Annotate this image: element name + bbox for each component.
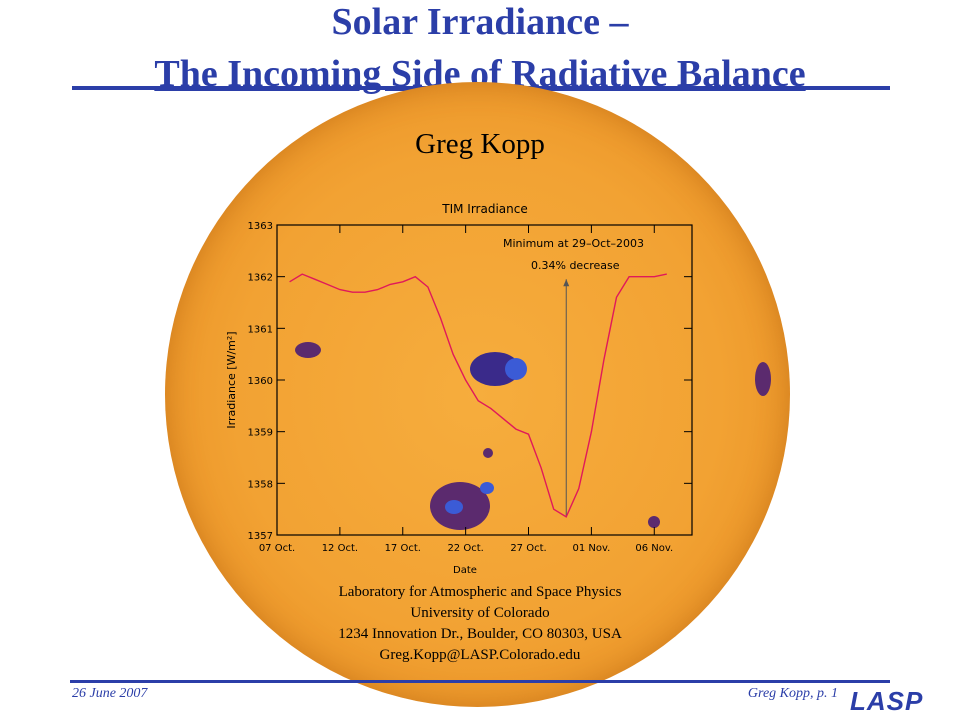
annotation-decrease: 0.34% decrease [531,259,620,272]
chart-title: TIM Irradiance [441,202,527,216]
x-tick-label: 06 Nov. [635,543,673,554]
author-name: Greg Kopp [415,128,545,160]
footer-date: 26 June 2007 [72,686,148,701]
slide-title-line1: Solar Irradiance – [331,1,629,43]
lasp-logo: LASP [850,686,924,716]
x-axis-label: Date [453,565,477,575]
sunspot [295,342,321,358]
x-tick-label: 27 Oct. [510,543,546,554]
x-tick-label: 12 Oct. [322,543,358,554]
sunspot [480,482,494,494]
sunspot [755,362,771,396]
irradiance-series-line [289,273,667,518]
y-tick-label: 1361 [248,324,273,335]
email-link[interactable]: Greg.Kopp@LASP.Colorado.edu [379,647,581,663]
sun-disk-image [165,82,790,707]
sunspot [505,358,527,380]
irradiance-chart: TIM Irradiance 1357 1358 1359 1360 1361 1362 1… [225,202,693,575]
arrow-head-icon [563,279,570,287]
x-tick-label: 22 Oct. [447,543,483,554]
sunspot [445,500,463,514]
x-tick-label: 01 Nov. [572,543,610,554]
y-tick-label: 1357 [248,531,273,542]
annotation-minimum: Minimum at 29–Oct–2003 [503,237,644,250]
affiliation-block: Laboratory for Atmospheric and Space Phy… [250,582,710,666]
affiliation-line: Laboratory for Atmospheric and Space Phy… [338,584,622,600]
y-tick-label: 1358 [248,479,273,490]
affiliation-line: 1234 Innovation Dr., Boulder, CO 80303, … [338,626,622,642]
sunspot [648,516,660,528]
y-tick-label: 1359 [248,428,273,439]
affiliation-line: University of Colorado [410,605,550,621]
sunspot [483,448,493,458]
y-tick-label: 1362 [248,273,273,284]
footer-page-number: Greg Kopp, p. 1 [747,686,838,701]
y-tick-label: 1363 [248,221,273,232]
y-axis-label: Irradiance [W/m²] [225,331,238,428]
y-tick-label: 1360 [248,376,273,387]
x-tick-label: 17 Oct. [385,543,421,554]
x-tick-label: 07 Oct. [259,543,295,554]
footer-rule [70,680,890,683]
